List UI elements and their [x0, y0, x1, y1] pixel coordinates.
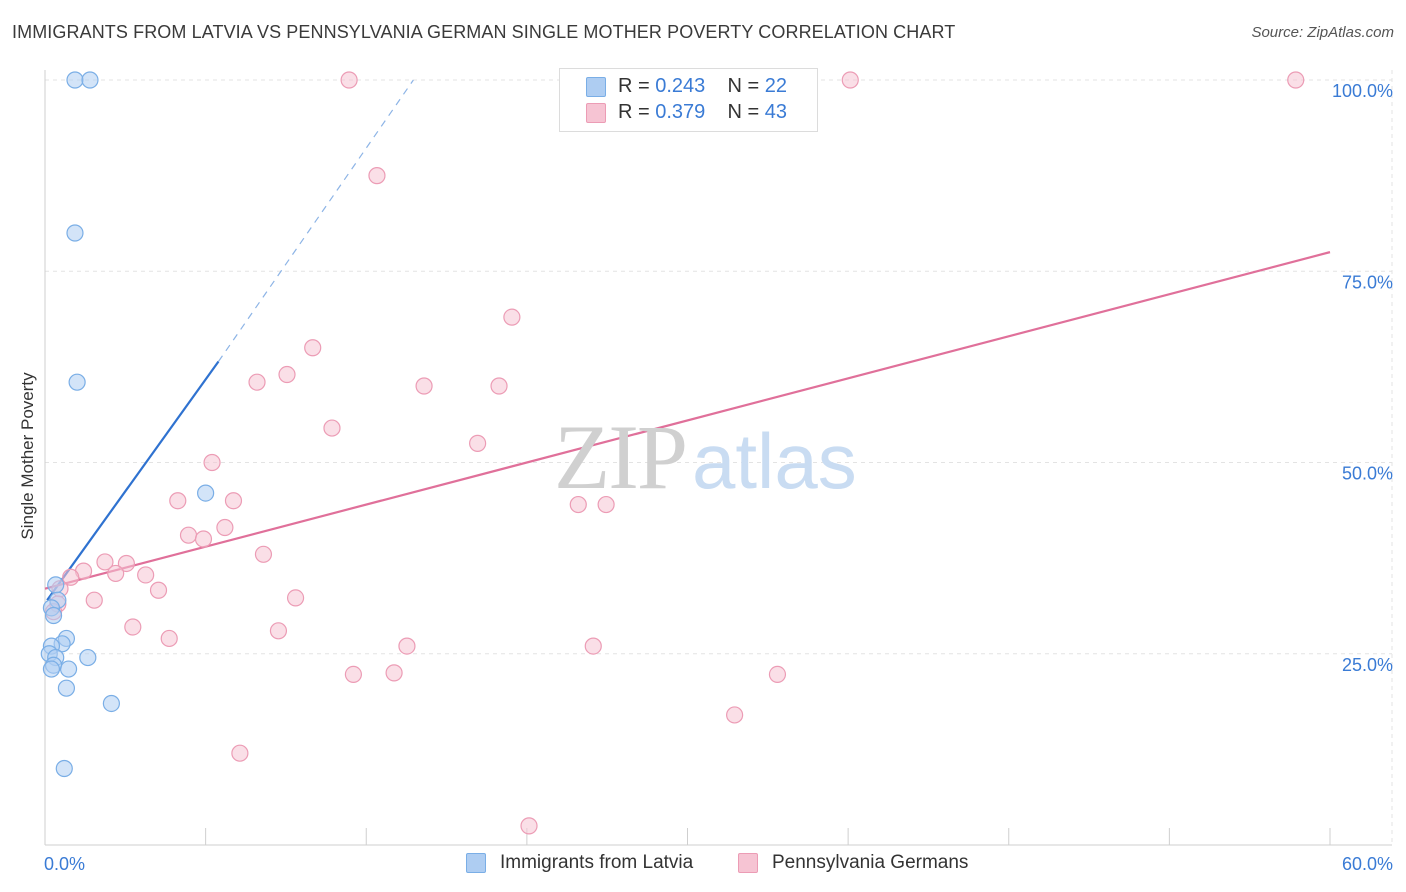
n-label: N = [727, 75, 760, 97]
pink-data-point [490, 377, 508, 395]
axes [44, 70, 1392, 846]
pink-data-point [231, 744, 249, 762]
legend-label: Pennsylvania Germans [772, 852, 969, 873]
y-tick-label: 25.0% [1342, 655, 1393, 675]
pink-data-point [597, 495, 615, 514]
x-tick-label: 0.0% [44, 854, 85, 874]
y-axis-label: Single Mother Poverty [18, 372, 37, 540]
pink-data-point [503, 308, 521, 326]
r-value: 0.243 [655, 75, 706, 97]
pink-data-point [124, 618, 142, 636]
pink-data-point [149, 581, 168, 599]
n-value: 43 [764, 101, 788, 123]
pink-data-point [398, 637, 416, 655]
blue-data-point [68, 373, 86, 391]
pink-data-point [344, 665, 362, 684]
pink-data-point [569, 495, 587, 514]
r-label: R = [618, 75, 650, 97]
chart-title: IMMIGRANTS FROM LATVIA VS PENNSYLVANIA G… [12, 22, 956, 42]
pink-data-point [194, 530, 213, 548]
grid-lines [45, 70, 1393, 845]
pink-data-point [169, 492, 187, 510]
blue-data-point [79, 648, 97, 667]
pink-data-point [107, 564, 125, 583]
pink-data-point [160, 629, 178, 648]
n-label: N = [727, 101, 760, 123]
r-label: R = [618, 101, 650, 123]
pink-data-point [286, 589, 305, 607]
blue-data-point [47, 576, 65, 594]
pink-data-point [203, 453, 221, 472]
pink-data-point [768, 665, 787, 684]
tick-labels: 25.0% 50.0% 75.0% 100.0% 0.0% 60.0% [44, 81, 1393, 874]
pink-data-point [469, 434, 487, 452]
legend-swatch-pink [738, 853, 758, 873]
pink-data-point [62, 568, 80, 586]
pink-data-point [415, 377, 433, 395]
legend-label: Immigrants from Latvia [500, 852, 694, 873]
pink-data-point [841, 71, 859, 89]
pink-data-point [269, 622, 288, 640]
y-tick-label: 50.0% [1342, 464, 1393, 484]
pink-data-point [520, 817, 538, 835]
pink-data-point [248, 373, 266, 391]
blue-data-point [102, 694, 120, 713]
pink-data-point [96, 553, 114, 571]
pink-data-point [216, 518, 234, 537]
pink-data-point [1287, 71, 1305, 89]
trend-lines [44, 79, 1331, 601]
blue-data-point [55, 759, 73, 778]
blue-data-point [42, 660, 61, 678]
pink-data-point [278, 365, 296, 384]
pink-data-point [385, 664, 403, 682]
pink-data-point [304, 339, 322, 357]
blue-data-point [59, 660, 78, 678]
pink-data-point [584, 637, 602, 655]
pink-data-point [726, 706, 744, 724]
data-points [40, 71, 1305, 835]
blue-data-point [44, 606, 63, 625]
pink-data-point [85, 591, 103, 609]
pink-data-point [340, 71, 358, 89]
pink-data-point [179, 526, 198, 544]
y-tick-label: 100.0% [1332, 81, 1393, 101]
legend-swatch-blue [586, 77, 606, 97]
r-value: 0.379 [655, 101, 706, 123]
blue-data-point [66, 224, 84, 242]
watermark-zip: ZIP [554, 406, 688, 508]
x-tick-label: 60.0% [1342, 854, 1393, 874]
blue-data-point [66, 71, 84, 89]
pink-data-point [117, 554, 135, 573]
pink-data-point [224, 492, 243, 510]
stats-legend: R = 0.243 N = 22 R = 0.379 N = 43 [559, 68, 818, 132]
source-credit: Source: ZipAtlas.com [1251, 24, 1394, 41]
blue-data-point [57, 679, 76, 697]
blue-trend-extension [217, 79, 414, 362]
y-tick-label: 75.0% [1342, 272, 1393, 292]
blue-data-point [197, 484, 215, 502]
legend-swatch-blue [466, 853, 486, 873]
zipatlas-watermark: ZIPatlas [554, 404, 857, 510]
pink-data-point [323, 419, 341, 437]
stats-legend-text: R = 0.379 N = 43 [618, 101, 787, 124]
stats-legend-text: R = 0.243 N = 22 [618, 75, 787, 98]
legend-swatch-pink [586, 103, 606, 123]
blue-trend-line [46, 360, 220, 601]
n-value: 22 [764, 75, 788, 97]
blue-data-point [81, 71, 99, 89]
pink-trend-line [44, 251, 1331, 590]
pink-data-point [368, 167, 386, 185]
pink-data-point [254, 545, 273, 563]
watermark-atlas: atlas [692, 417, 857, 505]
pink-data-point [137, 566, 155, 584]
